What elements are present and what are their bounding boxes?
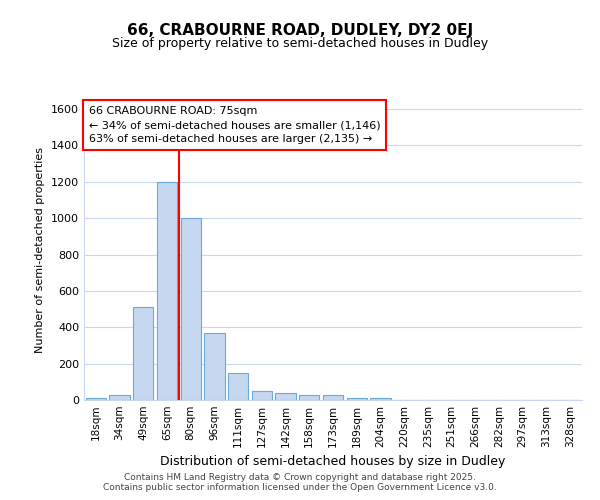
Y-axis label: Number of semi-detached properties: Number of semi-detached properties bbox=[35, 147, 46, 353]
Text: 66 CRABOURNE ROAD: 75sqm
← 34% of semi-detached houses are smaller (1,146)
63% o: 66 CRABOURNE ROAD: 75sqm ← 34% of semi-d… bbox=[89, 106, 380, 144]
Bar bbox=[252, 391, 272, 400]
Bar bbox=[228, 372, 248, 400]
Bar bbox=[370, 398, 391, 400]
Bar bbox=[181, 218, 201, 400]
Text: 66, CRABOURNE ROAD, DUDLEY, DY2 0EJ: 66, CRABOURNE ROAD, DUDLEY, DY2 0EJ bbox=[127, 22, 473, 38]
X-axis label: Distribution of semi-detached houses by size in Dudley: Distribution of semi-detached houses by … bbox=[160, 456, 506, 468]
Bar bbox=[347, 398, 367, 400]
Bar bbox=[86, 398, 106, 400]
Text: Contains HM Land Registry data © Crown copyright and database right 2025.: Contains HM Land Registry data © Crown c… bbox=[124, 474, 476, 482]
Bar bbox=[299, 394, 319, 400]
Bar bbox=[109, 394, 130, 400]
Bar bbox=[157, 182, 177, 400]
Bar bbox=[133, 308, 154, 400]
Bar bbox=[205, 332, 224, 400]
Text: Size of property relative to semi-detached houses in Dudley: Size of property relative to semi-detach… bbox=[112, 38, 488, 51]
Bar bbox=[275, 392, 296, 400]
Bar bbox=[323, 396, 343, 400]
Text: Contains public sector information licensed under the Open Government Licence v3: Contains public sector information licen… bbox=[103, 484, 497, 492]
